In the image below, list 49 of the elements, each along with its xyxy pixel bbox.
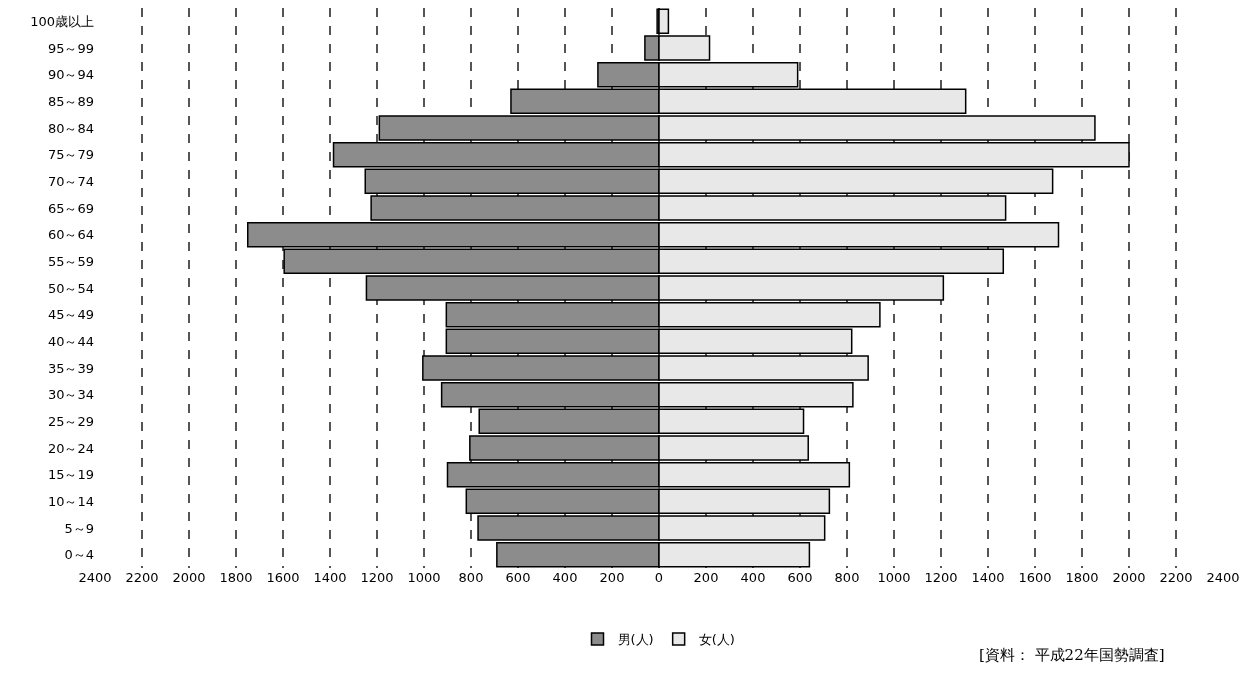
x-tick-label: 2400 [1206, 570, 1240, 585]
x-tick-label: 200 [599, 570, 625, 585]
y-tick-label: 95～99 [47, 40, 94, 56]
x-tick-label: 1400 [313, 570, 347, 585]
x-tick-label: 600 [505, 570, 531, 585]
x-tick-label: 400 [552, 570, 578, 585]
y-tick-label: 10～14 [47, 493, 94, 509]
x-tick-label: 1000 [877, 570, 911, 585]
x-tick-label: 400 [740, 570, 766, 585]
x-tick-label: 1600 [266, 570, 300, 585]
x-tick-label: 800 [458, 570, 484, 585]
x-tick-label: 800 [834, 570, 860, 585]
x-tick-label: 0 [654, 570, 664, 585]
y-tick-label: 30～34 [47, 387, 94, 403]
x-tick-label: 1400 [971, 570, 1005, 585]
y-tick-label: 40～44 [47, 333, 94, 349]
y-tick-label: 100歳以上 [30, 13, 94, 29]
y-tick-label: 85～89 [47, 93, 94, 109]
y-tick-label: 45～49 [47, 307, 94, 323]
x-tick-label: 1800 [219, 570, 253, 585]
x-tick-label: 2000 [1112, 570, 1146, 585]
x-tick-label: 2200 [125, 570, 159, 585]
y-tick-label: 20～24 [47, 440, 94, 456]
x-tick-label: 600 [787, 570, 813, 585]
x-tick-label: 2200 [1159, 570, 1193, 585]
y-tick-label: 75～79 [47, 147, 94, 163]
x-tick-label: 1200 [924, 570, 958, 585]
legend-label: 女(人) [698, 632, 735, 648]
x-tick-label: 200 [693, 570, 719, 585]
y-tick-label: 0～4 [64, 547, 94, 563]
y-tick-label: 15～19 [47, 467, 94, 483]
y-tick-label: 70～74 [47, 173, 94, 189]
y-tick-label: 60～64 [47, 227, 94, 243]
y-tick-label: 80～84 [47, 120, 94, 136]
x-tick-label: 1000 [407, 570, 441, 585]
x-tick-label: 2000 [172, 570, 206, 585]
x-tick-label: 1600 [1018, 570, 1052, 585]
y-tick-label: 35～39 [47, 360, 94, 376]
legend-label: 男(人) [617, 632, 654, 648]
x-tick-label: 2400 [78, 570, 112, 585]
y-tick-label: 50～54 [47, 280, 94, 296]
x-tick-label: 1200 [360, 570, 394, 585]
y-tick-label: 55～59 [47, 253, 94, 269]
y-tick-label: 25～29 [47, 413, 94, 429]
y-tick-label: 65～69 [47, 200, 94, 216]
text: [資料： 平成22年国勢調査] [979, 646, 1165, 664]
y-tick-label: 5～9 [64, 520, 94, 536]
x-tick-label: 1800 [1065, 570, 1099, 585]
y-tick-label: 90～94 [47, 67, 94, 83]
